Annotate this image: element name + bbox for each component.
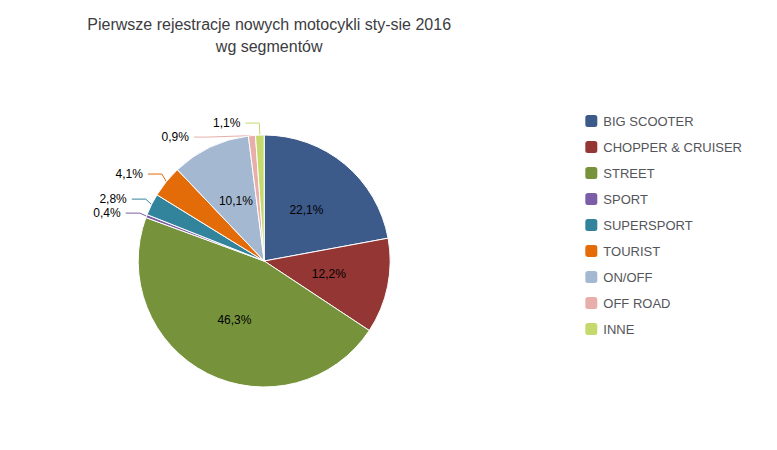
svg-text:STREET: STREET [603, 166, 654, 181]
svg-text:22,1%: 22,1% [289, 203, 323, 217]
svg-text:BIG SCOOTER: BIG SCOOTER [603, 114, 693, 129]
svg-text:SPORT: SPORT [603, 192, 648, 207]
svg-text:TOURIST: TOURIST [603, 244, 660, 259]
svg-text:46,3%: 46,3% [217, 313, 251, 327]
svg-text:0,4%: 0,4% [93, 206, 121, 220]
svg-text:10,1%: 10,1% [219, 194, 253, 208]
svg-text:SUPERSPORT: SUPERSPORT [603, 218, 692, 233]
svg-text:2,8%: 2,8% [99, 192, 127, 206]
svg-text:CHOPPER & CRUISER: CHOPPER & CRUISER [603, 140, 742, 155]
svg-text:0,9%: 0,9% [162, 130, 190, 144]
svg-text:wg segmentów: wg segmentów [215, 38, 323, 55]
svg-text:1,1%: 1,1% [213, 116, 241, 130]
svg-text:Pierwsze rejestracje nowych mo: Pierwsze rejestracje nowych motocykli st… [87, 16, 451, 33]
svg-text:12,2%: 12,2% [312, 267, 346, 281]
svg-text:OFF ROAD: OFF ROAD [603, 296, 670, 311]
svg-text:ON/OFF: ON/OFF [603, 270, 652, 285]
svg-text:4,1%: 4,1% [116, 167, 144, 181]
svg-text:INNE: INNE [603, 322, 634, 337]
